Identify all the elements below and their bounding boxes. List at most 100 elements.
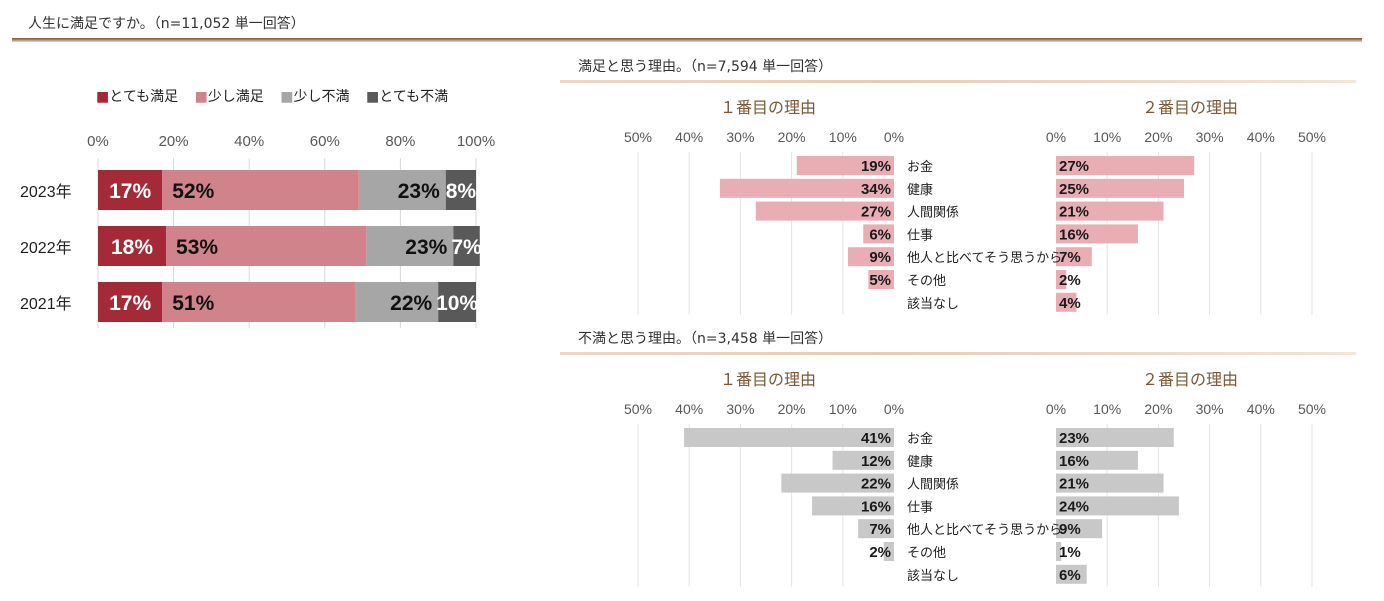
- satisfied-left-tick-label: 30%: [726, 129, 754, 145]
- bar-segment: [98, 170, 163, 210]
- data-label: 52%: [172, 180, 214, 203]
- dissatisfied-first-reason-bar: [832, 450, 894, 470]
- dissatisfied-first-reason-label: 2%: [869, 544, 891, 561]
- satisfied-first-reason-label: 9%: [869, 249, 891, 266]
- satisfied-first-reason-heading: １番目の理由: [720, 98, 817, 117]
- satisfied-right-tick-label: 10%: [1093, 129, 1121, 145]
- dissatisfied-category-label: 該当なし: [907, 568, 959, 583]
- data-label: 8%: [446, 180, 477, 203]
- dissatisfied-first-reason-label: 16%: [861, 498, 891, 515]
- satisfied-right-tick-label: 30%: [1196, 129, 1224, 145]
- dissatisfied-first-reason-heading: １番目の理由: [720, 370, 817, 389]
- bar-segment: [166, 226, 367, 266]
- data-label: 10%: [436, 292, 478, 315]
- satisfied-reasons-divider: [560, 80, 1356, 83]
- satisfaction-legend: ■とても満足 ■少し満足 ■少し不満 ■とても不満: [96, 86, 460, 106]
- bar-segment: [366, 226, 454, 266]
- category-label: 2023年: [20, 183, 72, 201]
- x-tick-label: 20%: [159, 133, 189, 150]
- satisfied-first-reason-bar: [863, 224, 894, 244]
- data-label: 17%: [109, 180, 151, 203]
- dissatisfied-second-reason-label: 23%: [1059, 430, 1089, 447]
- bar-segment: [438, 282, 476, 322]
- satisfied-left-tick-label: 50%: [624, 129, 652, 145]
- category-label: 2022年: [20, 239, 72, 257]
- dissatisfied-second-reason-bar: [1056, 542, 1062, 561]
- x-tick-label: 40%: [234, 133, 264, 150]
- satisfied-second-reason-bar: [1056, 270, 1067, 289]
- dissatisfied-right-tick-label: 10%: [1093, 401, 1121, 417]
- dissatisfied-first-reason-bar: [684, 428, 894, 447]
- satisfied-first-reason-bar: [847, 247, 894, 267]
- dissatisfied-first-reason-label: 7%: [869, 521, 891, 538]
- satisfied-category-label: 該当なし: [907, 296, 959, 311]
- legend-item-somewhat-satisfied: ■少し満足: [194, 89, 264, 105]
- x-tick-label: 80%: [385, 133, 415, 150]
- satisfied-second-reason-bar: [1056, 178, 1184, 198]
- satisfied-right-tick-label: 20%: [1144, 129, 1172, 145]
- satisfied-second-reason-label: 2%: [1059, 272, 1081, 289]
- satisfied-first-reason-label: 34%: [861, 181, 891, 198]
- dissatisfied-first-reason-label: 22%: [861, 476, 891, 493]
- dissatisfied-category-label: 他人と比べてそう思うから: [907, 522, 1062, 537]
- dissatisfied-category-label: 仕事: [907, 499, 933, 514]
- x-tick-label: 100%: [457, 133, 495, 150]
- satisfied-second-reason-label: 27%: [1059, 158, 1089, 175]
- dissatisfied-right-tick-label: 30%: [1196, 401, 1224, 417]
- dissatisfied-second-reason-label: 24%: [1059, 498, 1089, 515]
- bar-segment: [355, 282, 439, 322]
- data-label: 17%: [109, 292, 151, 315]
- satisfied-category-label: 健康: [907, 182, 933, 197]
- dissatisfied-first-reason-bar: [858, 519, 894, 539]
- satisfaction-stacked-bar-chart: 0% 20% 40% 60% 80% 100% 2023年 17% 52% 23% 8% 2022年 1…: [20, 133, 495, 328]
- dissatisfied-left-tick-label: 40%: [675, 401, 703, 417]
- bar-segment: [98, 282, 163, 322]
- dissatisfied-category-label: お金: [907, 431, 933, 446]
- satisfied-right-tick-label: 0%: [1046, 129, 1066, 145]
- satisfied-second-reason-bar: [1056, 201, 1164, 221]
- dissatisfied-second-reason-label: 1%: [1059, 544, 1081, 561]
- dissatisfied-second-reason-label: 16%: [1059, 453, 1089, 470]
- dissatisfied-left-tick-label: 30%: [726, 401, 754, 417]
- dissatisfied-left-tick-label: 10%: [829, 401, 857, 417]
- satisfied-second-reason-heading: ２番目の理由: [1142, 98, 1239, 117]
- satisfied-second-reason-label: 25%: [1059, 181, 1089, 198]
- satisfied-first-reason-bar: [755, 201, 894, 221]
- x-tick-label: 0%: [87, 133, 109, 150]
- data-label: 53%: [176, 236, 218, 259]
- legend-item-somewhat-dissatisfied: ■少し不満: [280, 89, 350, 105]
- dissatisfied-first-reason-label: 41%: [861, 430, 891, 447]
- category-label: 2021年: [20, 295, 72, 313]
- bar-segment: [162, 282, 356, 322]
- dissatisfied-second-reason-bar: [1056, 450, 1138, 470]
- title-divider: [12, 38, 1362, 42]
- dissatisfied-right-tick-label: 50%: [1298, 401, 1326, 417]
- dissatisfied-second-reason-bar: [1056, 496, 1179, 516]
- dissatisfied-second-reason-bar: [1056, 564, 1087, 584]
- dissatisfied-first-reason-bar: [781, 473, 894, 493]
- bar-segment: [358, 170, 446, 210]
- dissatisfied-category-label: 健康: [907, 454, 933, 469]
- dissatisfied-left-tick-label: 20%: [778, 401, 806, 417]
- dissatisfied-right-tick-label: 0%: [1046, 401, 1066, 417]
- dissatisfied-left-tick-label: 0%: [884, 401, 904, 417]
- bar-segment: [453, 226, 480, 266]
- data-label: 18%: [111, 236, 153, 259]
- dissatisfied-reasons-title: 不満と思う理由。（n=3,458 単一回答）: [578, 331, 833, 347]
- satisfied-second-reason-bar: [1056, 224, 1138, 244]
- dissatisfied-second-reason-heading: ２番目の理由: [1142, 370, 1239, 389]
- satisfied-left-tick-label: 40%: [675, 129, 703, 145]
- page-title: 人生に満足ですか。（n=11,052 単一回答）: [28, 16, 305, 32]
- data-label: 23%: [398, 180, 440, 203]
- dissatisfied-first-reason-label: 12%: [861, 453, 891, 470]
- satisfied-category-label: お金: [907, 159, 933, 174]
- satisfied-category-label: 他人と比べてそう思うから: [907, 250, 1062, 265]
- satisfied-first-reason-label: 5%: [869, 272, 891, 289]
- satisfied-second-reason-label: 7%: [1059, 249, 1081, 266]
- x-tick-label: 60%: [310, 133, 340, 150]
- bar-segment: [445, 170, 476, 210]
- legend-item-very-dissatisfied: ■とても不満: [365, 89, 449, 105]
- satisfied-right-tick-label: 40%: [1247, 129, 1275, 145]
- satisfied-left-tick-label: 10%: [829, 129, 857, 145]
- data-label: 7%: [451, 236, 482, 259]
